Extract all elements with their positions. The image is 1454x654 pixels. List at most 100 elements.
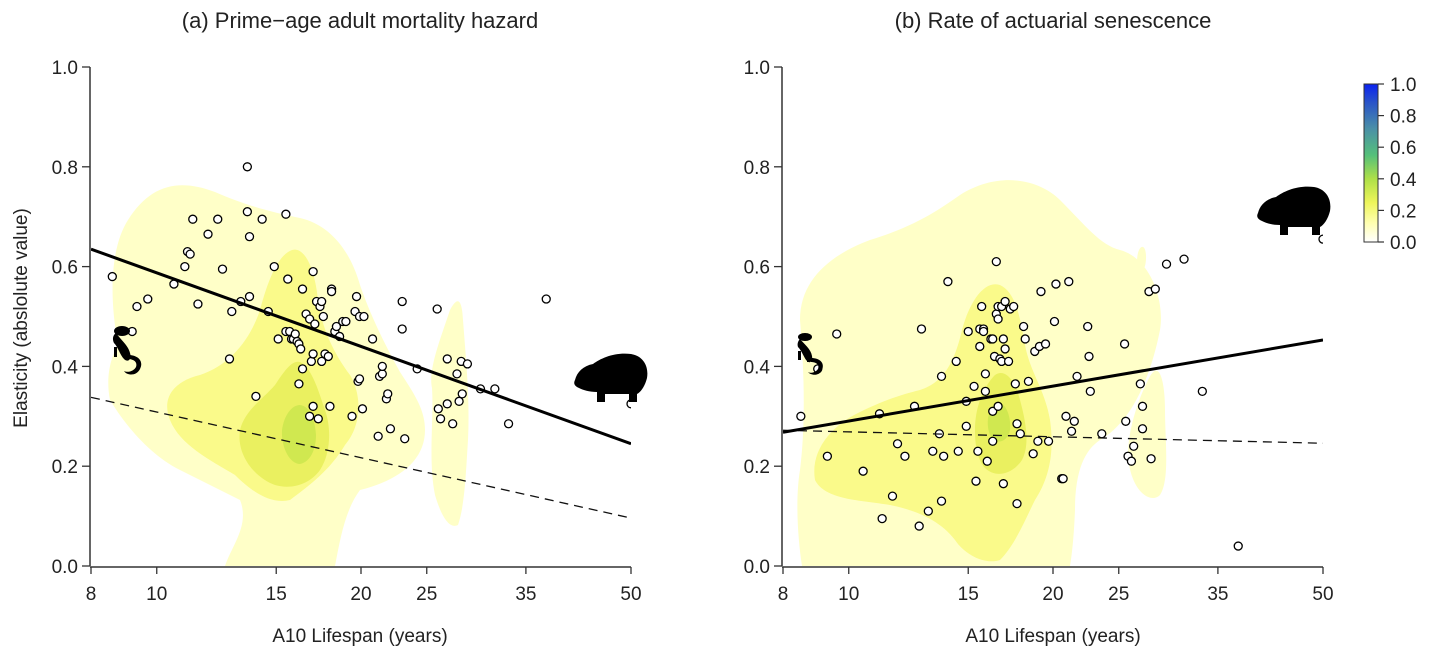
data-point — [294, 379, 304, 389]
y-tick-label: 0.0 — [744, 557, 770, 578]
data-point — [998, 334, 1009, 344]
y-tick-label: 0.4 — [52, 357, 79, 378]
density-region — [431, 301, 469, 526]
x-tick-label: 10 — [146, 584, 167, 605]
data-point — [1003, 356, 1014, 367]
data-point — [383, 389, 393, 399]
data-point — [217, 264, 228, 274]
density-region — [1128, 370, 1167, 499]
data-point — [435, 414, 446, 424]
panel-a-points — [107, 162, 631, 444]
x-tick-label: 35 — [515, 584, 536, 605]
panel-b-title: (b) Rate of actuarial senescence — [895, 8, 1212, 33]
data-point — [269, 261, 279, 272]
data-point — [432, 304, 442, 314]
data-point — [304, 411, 315, 421]
data-point — [1085, 386, 1095, 397]
data-point — [400, 434, 410, 444]
data-point — [313, 414, 323, 424]
data-point — [1129, 441, 1139, 451]
data-point — [914, 521, 924, 531]
data-point — [357, 404, 368, 414]
data-point — [936, 371, 947, 382]
data-point — [943, 276, 953, 287]
data-point — [988, 436, 998, 446]
data-point — [227, 306, 237, 317]
data-point — [928, 446, 938, 456]
data-point — [1028, 449, 1038, 459]
data-point — [977, 301, 987, 312]
data-point — [373, 431, 383, 441]
data-point — [1083, 321, 1093, 332]
data-point — [1097, 429, 1107, 439]
colorbar-tick-label: 1.0 — [1390, 75, 1416, 96]
data-point — [1043, 436, 1054, 446]
data-point — [1015, 429, 1025, 439]
x-tick-label: 10 — [838, 584, 859, 605]
y-tick-label: 0.2 — [52, 457, 78, 478]
data-point — [354, 374, 365, 384]
panel-a-title: (a) Prime−age adult mortality hazard — [182, 8, 538, 33]
x-tick-label: 15 — [958, 584, 979, 605]
x-tick-label: 50 — [1312, 584, 1333, 605]
data-point — [290, 329, 300, 339]
data-point — [1051, 279, 1061, 289]
data-point — [1150, 284, 1160, 294]
x-tick-label: 15 — [266, 584, 287, 605]
data-point — [796, 411, 806, 421]
data-point — [132, 301, 142, 312]
data-point — [251, 391, 261, 401]
data-point — [1023, 376, 1034, 387]
data-point — [397, 324, 407, 334]
lemur-silhouette-icon — [112, 326, 142, 375]
data-point — [982, 456, 992, 466]
data-point — [317, 296, 327, 307]
data-point — [822, 451, 833, 461]
data-point — [963, 326, 973, 337]
data-point — [832, 329, 842, 339]
colorbar-tick-label: 0.8 — [1390, 107, 1416, 128]
data-point — [213, 214, 223, 224]
y-tick-label: 1.0 — [744, 58, 770, 79]
data-point — [953, 446, 963, 456]
data-point — [1012, 419, 1022, 429]
data-point — [1009, 301, 1019, 312]
data-point — [308, 349, 318, 359]
data-point — [1069, 416, 1079, 426]
data-point — [980, 369, 991, 379]
data-point — [448, 419, 458, 429]
data-point — [297, 364, 308, 374]
data-point — [257, 214, 267, 224]
data-point — [385, 424, 396, 434]
data-point — [503, 419, 514, 429]
data-point — [347, 411, 357, 421]
data-point — [310, 319, 320, 329]
data-point — [1161, 259, 1172, 269]
data-point — [1049, 316, 1060, 327]
fit-line-solid — [91, 247, 631, 446]
data-point — [1135, 379, 1145, 389]
data-point — [1318, 234, 1323, 244]
data-point — [367, 334, 378, 344]
data-point — [107, 271, 117, 282]
data-point — [916, 324, 927, 334]
y-tick-label: 0.6 — [52, 258, 78, 279]
data-point — [185, 249, 195, 259]
x-tick-label: 50 — [620, 584, 641, 605]
data-point — [923, 506, 933, 516]
data-point — [936, 496, 947, 506]
data-point — [978, 326, 989, 337]
data-point — [242, 162, 253, 172]
panel-a-density — [108, 185, 469, 566]
data-point — [980, 386, 991, 397]
colorbar-tick-label: 0.2 — [1390, 201, 1416, 222]
data-point — [1233, 541, 1243, 551]
data-point — [961, 421, 971, 431]
colorbar: 0.0 0.2 0.4 0.6 0.8 1.0 — [1363, 75, 1417, 254]
x-tick-label: 8 — [86, 584, 97, 605]
data-point — [323, 351, 333, 362]
data-point — [325, 401, 335, 411]
data-point — [858, 466, 868, 476]
data-point — [397, 296, 407, 307]
